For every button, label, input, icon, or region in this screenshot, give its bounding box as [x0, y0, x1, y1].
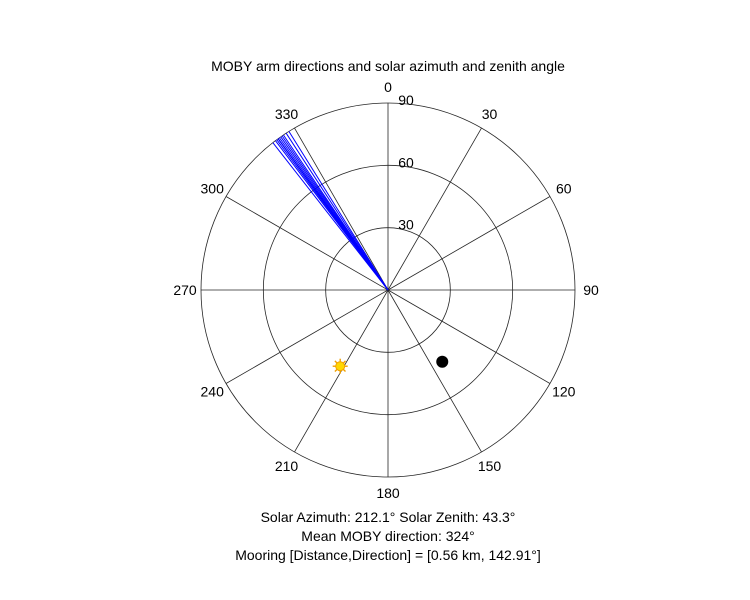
- chart-title: MOBY arm directions and solar azimuth an…: [211, 58, 565, 74]
- angle-grid-spoke-300: [225, 196, 389, 291]
- solar-position-marker: [332, 358, 348, 374]
- mooring-info-text: Mooring [Distance,Direction] = [0.56 km,…: [235, 547, 541, 563]
- angle-grid-spoke-330: [294, 127, 389, 291]
- solar-info-text: Solar Azimuth: 212.1° Solar Zenith: 43.3…: [260, 509, 516, 525]
- angle-grid-spoke-60: [387, 196, 551, 291]
- radial-tick-label: 30: [398, 217, 414, 233]
- angle-grid-spoke-120: [387, 289, 551, 384]
- angle-tick-label: 300: [201, 181, 225, 197]
- moby-arm-direction-line: [288, 131, 389, 291]
- angle-tick-label: 150: [478, 458, 502, 474]
- polar-labels: 0 30 60 90 120 150 180 210 240 270 300 330 30 60 90: [173, 79, 599, 501]
- angle-grid-spoke-150: [387, 289, 482, 453]
- moby-arm-direction-line: [285, 132, 389, 291]
- moby-arm-direction-line: [272, 142, 389, 291]
- angle-tick-label: 180: [376, 485, 400, 501]
- mooring-position-marker: [436, 355, 449, 368]
- polar-data: [272, 131, 449, 374]
- mean-moby-direction-text: Mean MOBY direction: 324°: [301, 528, 475, 544]
- angle-tick-label: 240: [201, 384, 225, 400]
- moby-arm-direction-line: [283, 134, 389, 291]
- angle-tick-label: 30: [482, 106, 498, 122]
- angle-grid-spoke-30: [387, 127, 482, 291]
- angle-tick-label: 60: [556, 181, 572, 197]
- angle-tick-label: 90: [583, 282, 599, 298]
- angle-tick-label: 330: [275, 106, 299, 122]
- radial-tick-label: 60: [398, 154, 414, 170]
- sun-core: [335, 361, 346, 372]
- radial-tick-label: 90: [398, 92, 414, 108]
- polar-grid: [200, 102, 576, 478]
- angle-tick-label: 120: [552, 384, 576, 400]
- angle-tick-label: 210: [275, 458, 299, 474]
- angle-tick-label: 0: [384, 79, 392, 95]
- angle-grid-spoke-240: [225, 289, 389, 384]
- angle-tick-label: 270: [173, 282, 197, 298]
